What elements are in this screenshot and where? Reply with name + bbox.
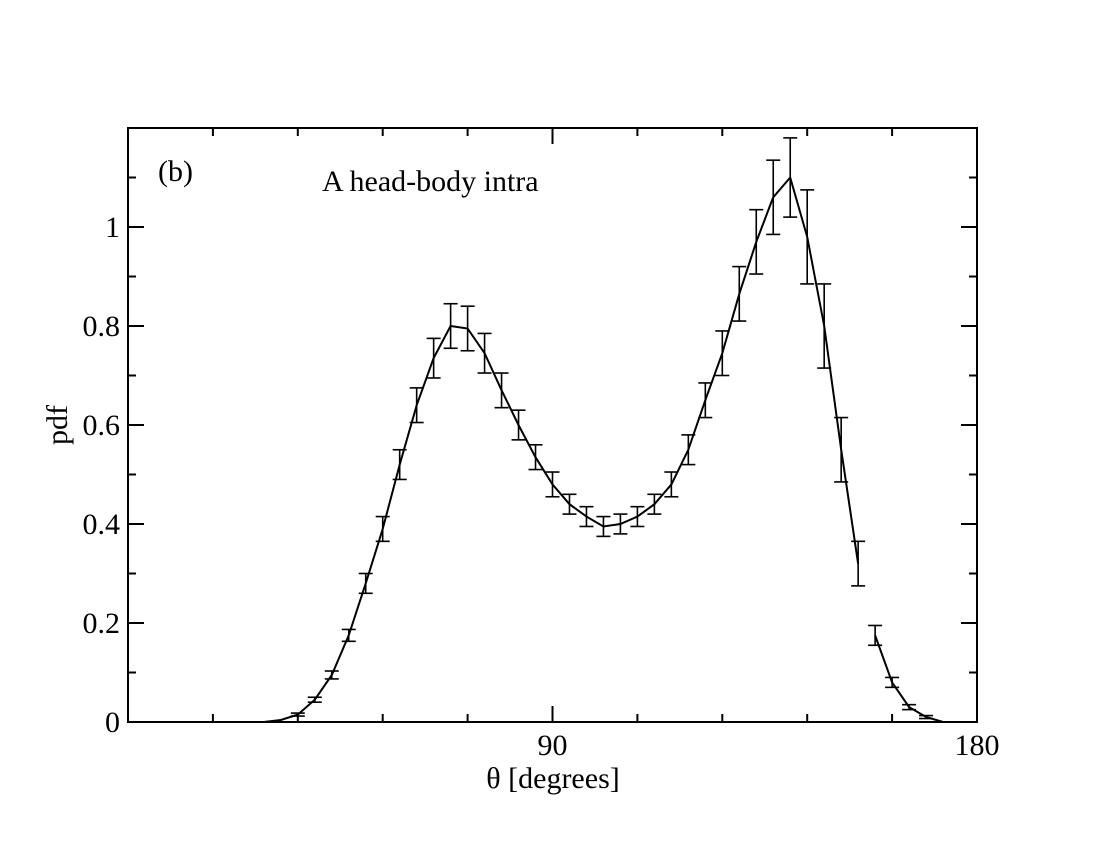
error-bar — [392, 448, 407, 481]
error-bar — [477, 332, 492, 374]
error-bar — [783, 137, 798, 218]
y-tick-label: 0.8 — [83, 310, 121, 343]
error-bar — [698, 382, 713, 419]
chart-title: A head-body intra — [322, 165, 539, 198]
error-bar — [885, 676, 900, 689]
y-tick-label: 0 — [105, 706, 120, 739]
error-bar — [766, 159, 781, 236]
x-tick-label: 90 — [538, 729, 568, 762]
error-bar — [290, 712, 305, 717]
error-bar — [511, 409, 526, 441]
error-bar — [732, 265, 747, 322]
error-bar — [851, 540, 866, 587]
y-axis-title: pdf — [41, 405, 74, 445]
error-bar — [681, 434, 696, 466]
error-bar — [426, 337, 441, 379]
error-bar — [868, 624, 883, 647]
error-bar — [902, 703, 917, 711]
x-axis-title: θ [degrees] — [486, 762, 619, 795]
error-bar — [358, 572, 373, 595]
error-bar — [494, 372, 509, 409]
data-marks — [263, 137, 944, 723]
series-line — [263, 175, 860, 723]
error-bar — [647, 493, 662, 515]
error-bar — [443, 302, 458, 350]
error-bar — [324, 670, 339, 680]
y-tick-label: 0.2 — [83, 607, 121, 640]
error-bar — [341, 628, 356, 643]
panel-label: (b) — [158, 155, 193, 188]
axis-ticks — [128, 128, 977, 722]
error-bar — [817, 283, 832, 369]
error-bar — [562, 493, 577, 515]
error-bar — [630, 505, 645, 528]
y-tick-label: 0.4 — [83, 508, 121, 541]
plot-frame — [127, 127, 978, 723]
error-bar — [528, 443, 543, 471]
error-bar — [834, 416, 849, 483]
error-bar — [800, 189, 815, 285]
x-tick-label: 180 — [955, 729, 1000, 762]
error-bar — [409, 387, 424, 424]
y-tick-label: 1 — [105, 211, 120, 244]
error-bar — [919, 714, 934, 720]
error-bar — [664, 471, 679, 498]
y-tick-label: 0.6 — [83, 409, 121, 442]
error-bar — [460, 305, 475, 352]
error-bar — [545, 471, 560, 498]
error-bar — [375, 515, 390, 543]
error-bar — [749, 208, 764, 275]
error-bar — [596, 515, 611, 538]
error-bar — [715, 330, 730, 377]
axis-tick-labels: 90 180 0 0.2 0.4 0.6 0.8 1 — [83, 211, 1000, 762]
error-bar — [307, 696, 322, 704]
error-bar — [579, 505, 594, 528]
error-bar — [613, 513, 628, 535]
